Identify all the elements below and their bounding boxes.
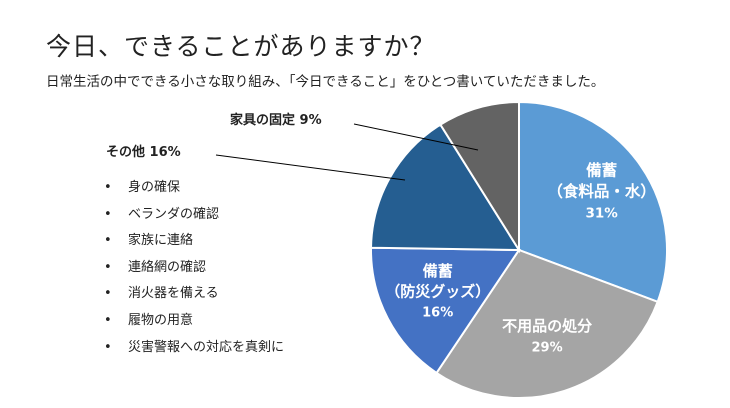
pie-slice-value-label: 31% xyxy=(586,206,619,222)
other-item: • 災害警報への対応を真剣に xyxy=(104,335,284,362)
other-item-label: 消火器を備える xyxy=(128,286,219,302)
bullet-icon: • xyxy=(104,259,112,275)
pie-slice-name-label: （食料品・水） xyxy=(547,182,656,201)
pie-slice-name-label: （防災グッズ） xyxy=(385,282,490,300)
pie-slice-dispose-unneeded xyxy=(435,248,659,399)
pie-slice-stockpile-disaster-goods xyxy=(370,246,521,375)
other-item: • 身の確保 xyxy=(104,175,284,202)
callout-other: その他 16% xyxy=(106,145,181,160)
pie-slice-name-label: 備蓄 xyxy=(586,161,617,180)
other-items-list: • 身の確保 • ベランダの確認 • 家族に連絡 • 連絡網の確認 • 消火器を備える •… xyxy=(104,175,284,361)
bullet-icon: • xyxy=(104,206,112,222)
other-item-label: ベランダの確認 xyxy=(128,206,220,222)
other-item-label: 家族に連絡 xyxy=(128,233,194,249)
bullet-icon: • xyxy=(104,312,112,328)
pie-slice-value-label: 16% xyxy=(422,306,453,321)
other-item: • 家族に連絡 xyxy=(104,228,284,255)
other-item: • 消火器を備える xyxy=(104,281,284,308)
pie-slice-name-label: 備蓄 xyxy=(423,262,453,280)
bullet-icon: • xyxy=(104,339,112,355)
bullet-icon: • xyxy=(104,180,112,195)
pie-slice-value-label: 29% xyxy=(532,340,563,355)
other-item-label: 履物の用意 xyxy=(128,312,194,328)
leader-line-other xyxy=(215,154,406,181)
other-item-label: 災害警報への対応を真剣に xyxy=(128,339,285,355)
pie-slice-furniture-fixing xyxy=(439,100,520,254)
page-subtitle: 日常生活の中でできる小さな取り組み、「今日できること」をひとつ書いていただきまし… xyxy=(46,74,605,90)
other-item: • ベランダの確認 xyxy=(104,202,284,229)
page-title: 今日、できることがありますか？ xyxy=(46,32,436,61)
pie-slice-stockpile-food-water xyxy=(518,100,668,304)
pie-slice-other xyxy=(370,123,521,252)
other-item: • 履物の用意 xyxy=(104,308,284,335)
other-item-label: 身の確保 xyxy=(128,180,181,195)
other-item: • 連絡網の確認 xyxy=(104,255,284,282)
bullet-icon: • xyxy=(104,286,112,302)
leader-line-furniture xyxy=(353,123,479,151)
pie-slice-name-label: 不用品の処分 xyxy=(502,317,592,335)
other-item-label: 連絡網の確認 xyxy=(128,259,207,275)
bullet-icon: • xyxy=(104,233,112,249)
callout-furniture: 家具の固定 9% xyxy=(230,113,322,128)
